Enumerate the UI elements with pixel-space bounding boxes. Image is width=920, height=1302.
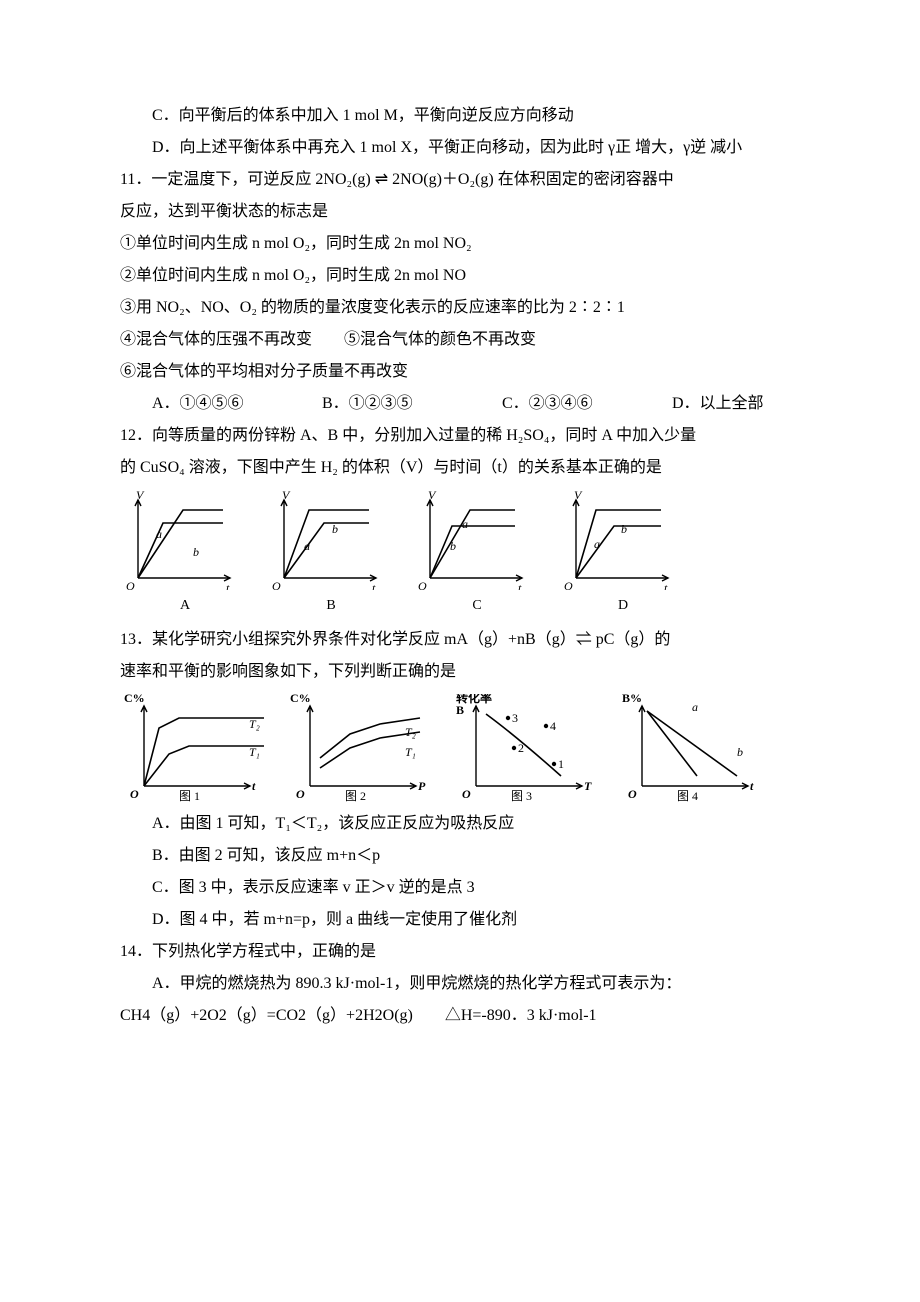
q13-graph-3: 转化率BTO1234图 3 bbox=[452, 694, 602, 804]
svg-text:图 1: 图 1 bbox=[179, 789, 200, 803]
q13-graph-4: B% t Oa b 图 4 bbox=[618, 694, 768, 804]
svg-text:3: 3 bbox=[512, 711, 518, 725]
q11-cond-1: ①单位时间内生成 n mol O₂，同时生成 2n mol NO₂ bbox=[120, 228, 810, 260]
q14-opt-a-1: A．甲烷的燃烧热为 890.3 kJ·mol-1，则甲烷燃烧的热化学方程式可表示… bbox=[120, 968, 810, 1000]
q12-graph-D: a b Vt OD bbox=[558, 490, 688, 620]
q11-opt-b: B．①②③⑤ bbox=[290, 388, 470, 420]
svg-text:B%: B% bbox=[622, 694, 642, 705]
q12-graph-C: ab Vt OC bbox=[412, 490, 542, 620]
q13-graph-row: C%tOT₁T₂图 1C%POT₁T₂图 2转化率BTO1234图 3B%tOa… bbox=[120, 694, 810, 804]
svg-text:O: O bbox=[130, 787, 139, 801]
q10-option-c: C．向平衡后的体系中加入 1 mol M，平衡向逆反应方向移动 bbox=[120, 100, 810, 132]
svg-text:V: V bbox=[574, 490, 583, 502]
chart-icon: B% t Oa b 图 4 bbox=[618, 694, 768, 804]
q13-opt-b: B．由图 2 可知，该反应 m+n＜p bbox=[120, 840, 810, 872]
svg-text:b: b bbox=[737, 745, 743, 759]
chart-icon: C% P O T₁ T₂ 图 2 bbox=[286, 694, 436, 804]
svg-text:t: t bbox=[750, 779, 754, 793]
svg-text:4: 4 bbox=[550, 719, 556, 733]
svg-text:T₂: T₂ bbox=[249, 717, 260, 731]
svg-text:O: O bbox=[418, 579, 427, 590]
svg-text:图 4: 图 4 bbox=[677, 789, 698, 803]
svg-text:T₂: T₂ bbox=[405, 725, 416, 739]
svg-text:C%: C% bbox=[290, 694, 311, 705]
q11-opt-a: A．①④⑤⑥ bbox=[120, 388, 290, 420]
q12-graph-A: a b Vt OA bbox=[120, 490, 250, 620]
svg-text:t: t bbox=[518, 581, 522, 590]
svg-text:C%: C% bbox=[124, 694, 145, 705]
svg-text:O: O bbox=[462, 787, 471, 801]
q13-opt-a: A．由图 1 可知，T₁＜T₂，该反应正反应为吸热反应 bbox=[120, 808, 810, 840]
svg-text:B: B bbox=[456, 703, 464, 717]
svg-text:T₁: T₁ bbox=[249, 745, 260, 759]
q12-caption: D bbox=[558, 592, 688, 620]
svg-text:O: O bbox=[628, 787, 637, 801]
svg-text:b: b bbox=[450, 539, 456, 553]
q12-graph-B: a b Vt OB bbox=[266, 490, 396, 620]
svg-text:a: a bbox=[594, 537, 600, 551]
svg-text:b: b bbox=[621, 522, 627, 536]
svg-text:b: b bbox=[193, 545, 199, 559]
q11-options: A．①④⑤⑥ B．①②③⑤ C．②③④⑥ D．以上全部 bbox=[120, 388, 810, 420]
chart-icon: a b Vt O bbox=[120, 490, 250, 590]
q14-opt-a-2: CH4（g）+2O2（g）=CO2（g）+2H2O(g) △H=-890．3 k… bbox=[120, 1000, 810, 1032]
q13-graph-2: C% P O T₁ T₂ 图 2 bbox=[286, 694, 436, 804]
q12-caption: C bbox=[412, 592, 542, 620]
svg-text:图 2: 图 2 bbox=[345, 789, 366, 803]
chart-icon: C% t O T₁ T₂ 图 1 bbox=[120, 694, 270, 804]
svg-text:2: 2 bbox=[518, 741, 524, 755]
svg-text:t: t bbox=[252, 779, 256, 793]
svg-text:t: t bbox=[226, 581, 230, 590]
svg-text:T: T bbox=[584, 779, 592, 793]
q13-opt-c: C．图 3 中，表示反应速率 v 正＞v 逆的是点 3 bbox=[120, 872, 810, 904]
exam-page: C．向平衡后的体系中加入 1 mol M，平衡向逆反应方向移动 D．向上述平衡体… bbox=[0, 0, 920, 1112]
svg-text:t: t bbox=[372, 581, 376, 590]
svg-text:O: O bbox=[272, 579, 281, 590]
svg-text:a: a bbox=[462, 517, 468, 531]
svg-text:O: O bbox=[564, 579, 573, 590]
svg-text:b: b bbox=[332, 522, 338, 536]
chart-icon: a b Vt O bbox=[558, 490, 688, 590]
q12-graph-row: abVtOAabVtOBabVtOCabVtOD bbox=[120, 490, 810, 620]
svg-text:1: 1 bbox=[558, 757, 564, 771]
q12-caption: B bbox=[266, 592, 396, 620]
svg-text:O: O bbox=[126, 579, 135, 590]
q11-opt-d: D．以上全部 bbox=[640, 388, 764, 420]
svg-text:a: a bbox=[156, 527, 162, 541]
q11-cond-5: ⑥混合气体的平均相对分子质量不再改变 bbox=[120, 356, 810, 388]
q11-cond-4: ④混合气体的压强不再改变 ⑤混合气体的颜色不再改变 bbox=[120, 324, 810, 356]
svg-text:V: V bbox=[428, 490, 437, 502]
svg-text:T₁: T₁ bbox=[405, 745, 416, 759]
svg-text:a: a bbox=[692, 700, 698, 714]
q13-stem-1: 13．某化学研究小组探究外界条件对化学反应 mA（g）+nB（g）⇌ pC（g）… bbox=[120, 624, 810, 656]
q13-stem-2: 速率和平衡的影响图象如下，下列判断正确的是 bbox=[120, 656, 810, 688]
q11-stem-1: 11．一定温度下，可逆反应 2NO₂(g) ⇌ 2NO(g)＋O₂(g) 在体积… bbox=[120, 164, 810, 196]
svg-text:V: V bbox=[136, 490, 145, 502]
q11-opt-c: C．②③④⑥ bbox=[470, 388, 640, 420]
q13-opt-d: D．图 4 中，若 m+n=p，则 a 曲线一定使用了催化剂 bbox=[120, 904, 810, 936]
chart-icon: 转化率BTO1234图 3 bbox=[452, 694, 602, 804]
svg-text:a: a bbox=[304, 539, 310, 553]
q11-stem-2: 反应，达到平衡状态的标志是 bbox=[120, 196, 810, 228]
q11-cond-2: ②单位时间内生成 n mol O₂，同时生成 2n mol NO bbox=[120, 260, 810, 292]
q12-stem-1: 12．向等质量的两份锌粉 A、B 中，分别加入过量的稀 H₂SO₄，同时 A 中… bbox=[120, 420, 810, 452]
svg-text:P: P bbox=[418, 779, 426, 793]
svg-text:O: O bbox=[296, 787, 305, 801]
svg-text:t: t bbox=[664, 581, 668, 590]
q10-option-d: D．向上述平衡体系中再充入 1 mol X，平衡正向移动，因为此时 γ正 增大，… bbox=[120, 132, 810, 164]
chart-icon: a b Vt O bbox=[266, 490, 396, 590]
q12-stem-2: 的 CuSO₄ 溶液，下图中产生 H₂ 的体积（V）与时间（t）的关系基本正确的… bbox=[120, 452, 810, 484]
q11-cond-3: ③用 NO₂、NO、O₂ 的物质的量浓度变化表示的反应速率的比为 2∶2∶1 bbox=[120, 292, 810, 324]
q14-stem: 14．下列热化学方程式中，正确的是 bbox=[120, 936, 810, 968]
q13-graph-1: C% t O T₁ T₂ 图 1 bbox=[120, 694, 270, 804]
svg-text:V: V bbox=[282, 490, 291, 502]
chart-icon: ab Vt O bbox=[412, 490, 542, 590]
q12-caption: A bbox=[120, 592, 250, 620]
svg-text:图 3: 图 3 bbox=[511, 789, 532, 803]
